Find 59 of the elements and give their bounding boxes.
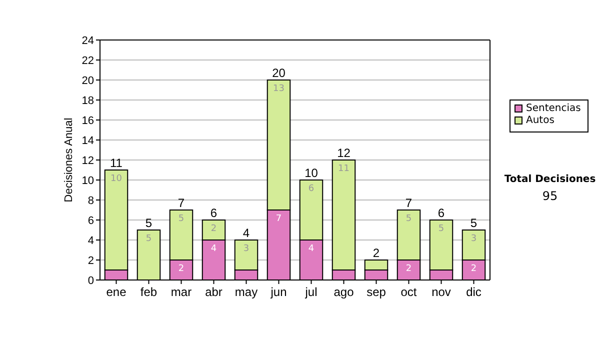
- total-label: 2: [372, 246, 380, 260]
- total-label: 10: [304, 166, 318, 180]
- y-tick-label: 20: [82, 74, 94, 87]
- y-tick-label: 6: [88, 214, 94, 227]
- legend-label: Autos: [526, 115, 554, 126]
- data-label: 2: [178, 264, 184, 274]
- data-label: 7: [276, 214, 282, 224]
- text: Total Decisiones: [504, 174, 596, 185]
- data-label: 11: [338, 164, 350, 174]
- data-label: 2: [406, 264, 412, 274]
- y-tick-label: 12: [82, 154, 94, 167]
- x-tick-label: jul: [304, 285, 318, 299]
- data-label: 5: [438, 224, 444, 234]
- x-tick-label: mar: [170, 285, 192, 299]
- total-label: 4: [242, 226, 250, 240]
- total-label: 6: [210, 206, 218, 220]
- total-label: 12: [337, 146, 351, 160]
- total-label: 20: [272, 66, 286, 80]
- x-tick-label: abr: [205, 285, 222, 299]
- data-label: 6: [308, 184, 314, 194]
- total-label: 7: [405, 196, 412, 210]
- x-tick-label: oct: [400, 285, 418, 299]
- total-label: 7: [178, 196, 185, 210]
- data-label: 3: [243, 244, 250, 254]
- y-tick-label: 2: [88, 254, 94, 267]
- x-tick-label: ago: [334, 285, 354, 299]
- y-tick-label: 22: [82, 54, 94, 67]
- data-label: 5: [146, 234, 152, 244]
- total-label: 5: [145, 216, 152, 230]
- data-label: 13: [273, 84, 284, 94]
- total-label: 5: [470, 216, 478, 230]
- y-tick-label: 24: [82, 34, 94, 47]
- y-axis-title: Decisiones Anual: [63, 118, 75, 202]
- data-label: 2: [210, 224, 217, 234]
- x-tick-label: nov: [432, 285, 451, 299]
- y-tick-label: 0: [88, 274, 94, 287]
- total-label: 6: [438, 206, 445, 220]
- y-tick-label: 14: [82, 134, 94, 147]
- y-tick-label: 18: [82, 94, 94, 107]
- data-label: 4: [308, 244, 314, 254]
- text: 95: [542, 189, 558, 203]
- data-label: 5: [406, 214, 412, 224]
- data-label: 3: [470, 234, 477, 244]
- data-label: 2: [470, 264, 477, 274]
- data-label: 4: [210, 244, 217, 254]
- total-label: 11: [110, 156, 123, 170]
- data-label: 5: [178, 214, 184, 224]
- x-tick-label: may: [234, 285, 258, 299]
- data-label: 10: [110, 174, 122, 184]
- y-tick-label: 10: [82, 174, 94, 187]
- x-tick-label: sep: [366, 285, 386, 299]
- x-tick-label: feb: [140, 285, 158, 299]
- y-tick-label: 4: [88, 234, 94, 247]
- x-tick-label: dic: [466, 285, 482, 299]
- y-tick-label: 16: [82, 114, 94, 127]
- x-tick-label: jun: [270, 285, 287, 299]
- y-tick-label: 8: [88, 194, 94, 207]
- x-tick-label: ene: [106, 285, 127, 299]
- legend-label: Sentencias: [526, 103, 581, 114]
